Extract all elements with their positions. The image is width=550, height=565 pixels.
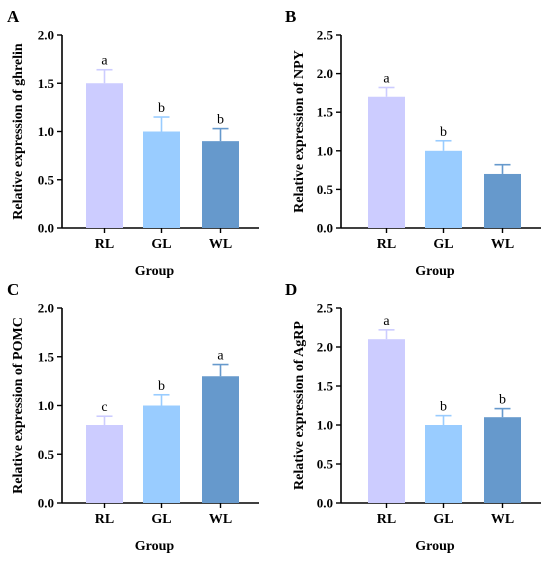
significance-label: c <box>101 400 107 415</box>
y-tick-label: 1.0 <box>317 418 333 433</box>
y-tick-label: 0.0 <box>317 496 333 511</box>
y-tick-label: 2.5 <box>317 28 334 43</box>
bar-rl <box>368 339 405 503</box>
x-tick-label: GL <box>433 512 453 527</box>
y-tick-label: 2.0 <box>317 340 333 355</box>
y-tick-label: 1.0 <box>38 124 54 139</box>
y-tick-label: 0.0 <box>38 496 54 511</box>
y-tick-label: 1.0 <box>38 398 54 413</box>
significance-label: b <box>440 400 447 415</box>
y-tick-label: 0.5 <box>38 447 55 462</box>
y-tick-label: 0.5 <box>317 457 334 472</box>
x-axis-label: Group <box>415 539 455 554</box>
significance-label: a <box>383 314 390 329</box>
y-tick-label: 2.0 <box>317 66 333 81</box>
significance-label: b <box>440 125 447 140</box>
y-tick-label: 0.5 <box>38 172 55 187</box>
bar-gl <box>143 405 180 503</box>
y-tick-label: 1.5 <box>38 349 55 364</box>
panel-letter: D <box>285 280 297 299</box>
x-tick-label: RL <box>377 237 396 252</box>
panel-c: C 0.0 0.5 1.0 1.5 2.0 RL c GL b WL a Group Relative e… <box>7 280 259 554</box>
panel-a: A 0.0 0.5 1.0 1.5 2.0 RL a GL b WL b Group Relative e… <box>7 7 259 279</box>
x-tick-label: RL <box>377 512 396 527</box>
y-tick-label: 1.5 <box>38 76 55 91</box>
y-tick-label: 1.5 <box>317 105 334 120</box>
x-tick-label: RL <box>95 512 114 527</box>
y-tick-label: 1.5 <box>317 379 334 394</box>
significance-label: b <box>217 113 224 128</box>
bar-rl <box>368 96 405 228</box>
x-tick-label: WL <box>491 237 514 252</box>
y-tick-label: 2.5 <box>317 301 334 316</box>
significance-label: a <box>101 54 108 69</box>
bar-wl <box>202 141 239 228</box>
y-tick-label: 0.0 <box>38 221 54 236</box>
y-tick-label: 2.0 <box>38 28 54 43</box>
y-axis-label: Relative expression of ghrelin <box>11 43 26 220</box>
x-tick-label: GL <box>151 237 171 252</box>
x-tick-label: WL <box>491 512 514 527</box>
x-tick-label: WL <box>209 237 232 252</box>
bar-wl <box>484 417 521 503</box>
y-tick-label: 0.0 <box>317 221 333 236</box>
y-axis-label: Relative expression of NPY <box>292 50 307 213</box>
x-axis-label: Group <box>415 264 455 279</box>
y-tick-label: 0.5 <box>317 182 334 197</box>
significance-label: a <box>217 349 224 364</box>
y-tick-label: 2.0 <box>38 301 54 316</box>
bar-gl <box>425 425 462 503</box>
bar-gl <box>425 150 462 228</box>
y-axis-label: Relative expression of POMC <box>11 317 26 494</box>
y-axis-label: Relative expression of AgRP <box>292 321 307 490</box>
panel-letter: C <box>7 280 19 299</box>
panel-letter: B <box>285 7 296 26</box>
panel-letter: A <box>7 7 20 26</box>
x-axis-label: Group <box>135 539 175 554</box>
y-tick-label: 1.0 <box>317 143 333 158</box>
bar-rl <box>86 83 123 228</box>
x-tick-label: GL <box>433 237 453 252</box>
panel-d: D 0.0 0.5 1.0 1.5 2.0 2.5 RL a GL b WL b Group Relativ… <box>285 280 541 554</box>
x-tick-label: GL <box>151 512 171 527</box>
significance-label: a <box>383 71 390 86</box>
bar-wl <box>484 173 521 228</box>
panel-b: B 0.0 0.5 1.0 1.5 2.0 2.5 RL a GL b WL Group Relative… <box>285 7 541 279</box>
bar-rl <box>86 425 123 503</box>
significance-label: b <box>499 393 506 408</box>
bar-gl <box>143 131 180 228</box>
significance-label: b <box>158 379 165 394</box>
x-tick-label: RL <box>95 237 114 252</box>
bar-wl <box>202 376 239 503</box>
significance-label: b <box>158 101 165 116</box>
x-tick-label: WL <box>209 512 232 527</box>
x-axis-label: Group <box>135 264 175 279</box>
